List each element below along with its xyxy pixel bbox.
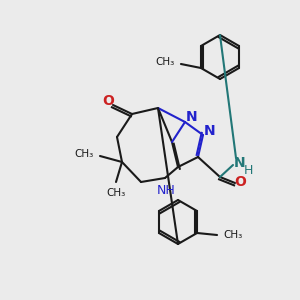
Text: H: H (243, 164, 253, 176)
Text: CH₃: CH₃ (156, 57, 175, 67)
Text: N: N (186, 110, 198, 124)
Text: N: N (204, 124, 216, 138)
Text: CH₃: CH₃ (223, 230, 242, 240)
Text: CH₃: CH₃ (75, 149, 94, 159)
Text: O: O (102, 94, 114, 108)
Text: N: N (234, 156, 246, 170)
Text: O: O (234, 175, 246, 189)
Text: NH: NH (157, 184, 175, 197)
Text: CH₃: CH₃ (106, 188, 126, 198)
